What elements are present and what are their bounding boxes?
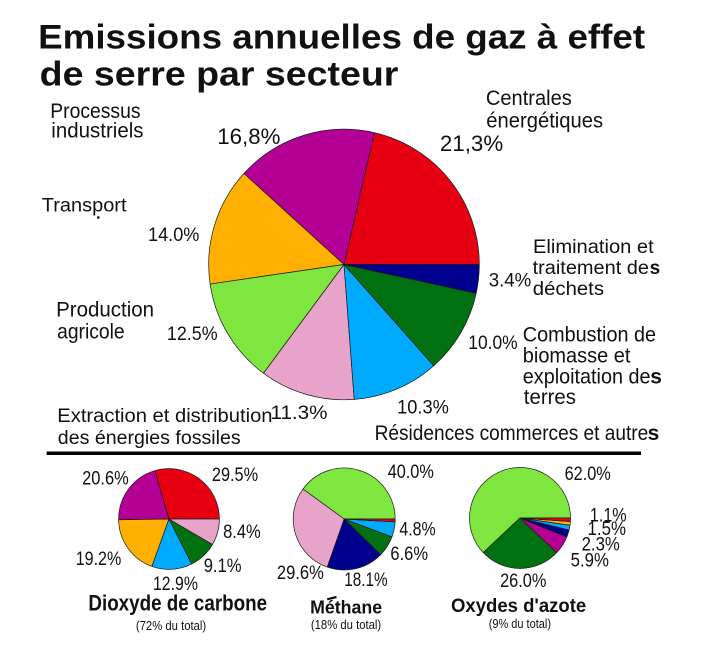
svg-text:5.9%: 5.9% xyxy=(571,551,609,572)
svg-text:10.3%: 10.3% xyxy=(397,398,449,419)
svg-text:traitement de: traitement de xyxy=(533,258,649,279)
svg-text:19.2%: 19.2% xyxy=(76,549,122,570)
svg-text:12.9%: 12.9% xyxy=(153,574,198,595)
svg-text:4.8%: 4.8% xyxy=(399,520,435,541)
svg-text:8.4%: 8.4% xyxy=(223,522,261,543)
svg-text:6.6%: 6.6% xyxy=(390,544,428,565)
svg-text:62.0%: 62.0% xyxy=(565,464,611,485)
svg-text:2.3%: 2.3% xyxy=(582,535,620,556)
svg-text:12.5%: 12.5% xyxy=(167,324,218,345)
svg-text:16,8%: 16,8% xyxy=(217,124,280,149)
svg-text:(9% du total): (9% du total) xyxy=(489,616,551,631)
svg-text:3.4%: 3.4% xyxy=(489,270,532,291)
svg-text:Combustion de: Combustion de xyxy=(523,324,656,347)
svg-text:des énergies fossiles: des énergies fossiles xyxy=(58,428,241,449)
svg-text:(18% du total): (18% du total) xyxy=(311,617,381,632)
svg-text:14.0%: 14.0% xyxy=(148,225,199,246)
svg-text:Transport: Transport xyxy=(42,196,127,217)
svg-text:Centrales: Centrales xyxy=(486,87,572,110)
svg-text:industriels: industriels xyxy=(51,120,143,143)
svg-text:11.3%: 11.3% xyxy=(271,403,328,424)
svg-text:exploitation de: exploitation de xyxy=(523,366,651,389)
svg-text:s: s xyxy=(650,366,662,389)
svg-text:(72% du total): (72% du total) xyxy=(136,618,206,633)
svg-text:29.5%: 29.5% xyxy=(212,465,258,486)
svg-text:biomasse et: biomasse et xyxy=(523,345,631,368)
svg-text:21,3%: 21,3% xyxy=(440,131,503,156)
svg-text:29.6%: 29.6% xyxy=(277,563,324,584)
svg-text:Elimination et: Elimination et xyxy=(533,237,654,258)
svg-text:énergétiques: énergétiques xyxy=(486,109,603,132)
svg-text:Processus: Processus xyxy=(50,100,140,123)
svg-text:Résidences commerces et autre: Résidences commerces et autre xyxy=(375,422,649,445)
svg-text:de serre par secteur: de serre par secteur xyxy=(40,56,399,94)
svg-text:Méthane: Méthane xyxy=(310,597,382,617)
svg-text:1.5%: 1.5% xyxy=(588,519,627,540)
svg-text:Extraction et distribution: Extraction et distribution xyxy=(57,406,272,427)
svg-text:20.6%: 20.6% xyxy=(82,469,129,490)
svg-text:terres: terres xyxy=(524,386,576,409)
svg-text:Oxydes d'azote: Oxydes d'azote xyxy=(451,596,586,617)
svg-text:10.0%: 10.0% xyxy=(468,333,517,354)
svg-text:déchets: déchets xyxy=(533,279,604,300)
svg-text:Emissions annuelles de gaz à e: Emissions annuelles de gaz à effet xyxy=(38,18,645,56)
svg-text:1.1%: 1.1% xyxy=(590,505,627,526)
svg-text:Production: Production xyxy=(56,299,154,322)
svg-text:s: s xyxy=(648,422,660,445)
svg-text:26.0%: 26.0% xyxy=(500,571,546,592)
svg-text:18.1%: 18.1% xyxy=(344,570,387,591)
svg-text:40.0%: 40.0% xyxy=(388,462,434,483)
svg-text:agricole: agricole xyxy=(57,321,125,344)
svg-text:Dioxyde de carbone: Dioxyde de carbone xyxy=(88,591,267,616)
svg-text:9.1%: 9.1% xyxy=(204,556,242,577)
svg-text:s: s xyxy=(650,258,661,279)
